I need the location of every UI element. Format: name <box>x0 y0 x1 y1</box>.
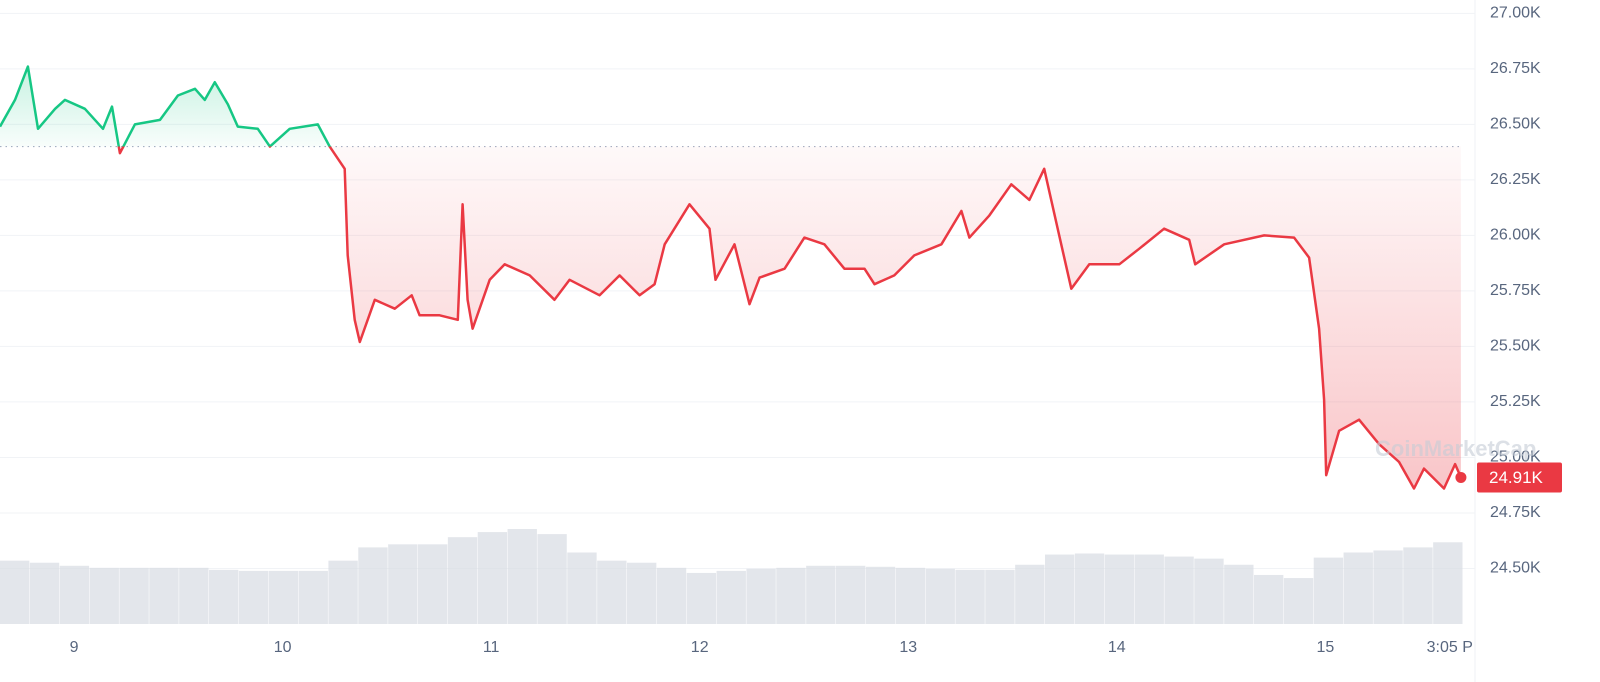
volume-bar <box>418 544 448 624</box>
volume-bar <box>1134 554 1164 624</box>
price-area <box>0 66 1461 489</box>
volume-bar <box>836 565 866 624</box>
x-tick-label: 15 <box>1316 639 1334 656</box>
volume-bar <box>1045 554 1075 624</box>
volume-bar <box>1403 547 1433 624</box>
volume-bar <box>358 547 388 624</box>
watermark: CoinMarketCap <box>1375 436 1536 461</box>
volume-bar <box>179 567 209 624</box>
volume-bar <box>149 567 179 624</box>
volume-bar <box>746 568 776 624</box>
y-tick-label: 26.75K <box>1490 60 1541 77</box>
volume-bar <box>627 562 657 624</box>
y-tick-label: 26.50K <box>1490 116 1541 133</box>
last-price-box <box>1477 462 1562 493</box>
volume-bar <box>895 567 926 624</box>
volume-bar <box>29 562 60 624</box>
volume-bar <box>477 532 508 624</box>
x-tick-label: 9 <box>70 639 79 656</box>
volume-bar <box>0 560 30 624</box>
volume-bar <box>1254 574 1284 624</box>
volume-bar <box>1343 552 1373 624</box>
volume-bar <box>1015 564 1045 624</box>
volume-bar <box>925 568 955 624</box>
volume-bar <box>1074 553 1105 624</box>
volume-bar <box>209 569 239 624</box>
volume-bar <box>119 567 149 624</box>
volume-bar <box>298 570 328 624</box>
x-tick-label: 12 <box>691 639 709 656</box>
x-tick-label: 11 <box>483 639 500 656</box>
x-tick-label: 10 <box>274 639 292 656</box>
x-tick-label: 3:05 P <box>1427 639 1473 656</box>
volume-bar <box>59 565 90 624</box>
volume-bar <box>567 552 597 624</box>
x-tick-label: 13 <box>899 639 917 656</box>
y-tick-label: 27.00K <box>1490 5 1541 22</box>
volume-bar <box>268 570 299 624</box>
price-line <box>0 65 1463 490</box>
volume-bar <box>716 570 746 624</box>
volume-bar <box>776 567 806 624</box>
volume-bar <box>955 569 985 624</box>
volume-bar <box>507 529 537 624</box>
volume-bar <box>686 572 717 624</box>
y-tick-label: 25.75K <box>1490 282 1541 299</box>
volume-bar <box>537 534 567 624</box>
volume-bar <box>597 560 627 624</box>
y-tick-label: 25.00K <box>1490 449 1541 466</box>
y-tick-label: 25.25K <box>1490 393 1541 410</box>
volume-bar <box>985 569 1015 624</box>
last-price-label: 24.91K <box>1489 468 1544 487</box>
y-tick-label: 24.50K <box>1490 560 1541 577</box>
volume-bar <box>1283 578 1314 624</box>
y-tick-label: 24.75K <box>1490 504 1541 521</box>
volume-bar <box>89 567 119 624</box>
volume-bar <box>1313 557 1344 624</box>
y-tick-label: 26.25K <box>1490 171 1541 188</box>
volume-bar <box>328 560 358 624</box>
volume-bar <box>656 567 687 624</box>
last-price-dot <box>1455 471 1467 483</box>
volume-bar <box>1164 556 1194 624</box>
volume-bar <box>1104 554 1135 624</box>
volume-bar <box>388 544 418 624</box>
volume-bar <box>447 537 478 624</box>
volume-bar <box>238 570 269 624</box>
volume-bar <box>865 566 896 624</box>
y-tick-label: 25.50K <box>1490 338 1541 355</box>
volume-bar <box>1194 558 1224 624</box>
x-tick-label: 14 <box>1108 639 1126 656</box>
volume-bar <box>1224 564 1254 624</box>
y-tick-label: 26.00K <box>1490 227 1541 244</box>
volume-bar <box>1373 550 1403 624</box>
volume-bar <box>1433 542 1463 624</box>
volume-bar <box>806 565 836 624</box>
